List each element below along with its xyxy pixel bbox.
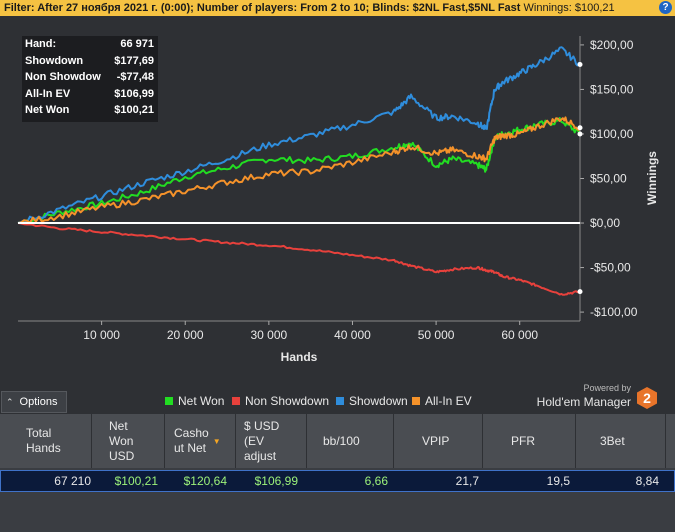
header-line: 3Bet (600, 433, 625, 448)
stat-value: $106,99 (114, 87, 154, 100)
header-line: Net (109, 418, 128, 433)
legend-swatch (412, 397, 420, 405)
header-line: USD (109, 448, 135, 463)
y-tick-label: -$50,00 (590, 261, 631, 275)
legend-item-allin-ev[interactable]: All-In EV (412, 394, 472, 408)
stat-label: Non Showdown (25, 71, 101, 83)
table-empty-area (0, 492, 675, 532)
header-line: Total (26, 426, 52, 440)
options-button[interactable]: ⌃ Options (1, 391, 67, 413)
sort-desc-icon: ▼ (212, 436, 221, 446)
col-header-total-hands[interactable]: Total Hands (0, 414, 92, 468)
stat-value: 66 971 (120, 38, 154, 50)
x-tick-label: 40 000 (334, 328, 371, 342)
legend-item-net-won[interactable]: Net Won (165, 394, 224, 408)
filter-prefix: Filter: (4, 2, 38, 14)
table-row[interactable]: 67 210 $100,21 $120,64 $106,99 6,66 21,7… (0, 470, 675, 492)
stats-panel: Hand: 66 971 Showdown $177,69 Non Showdown… (22, 36, 158, 122)
cell-3bet: 8,84 (635, 474, 659, 488)
series-endpoint (577, 289, 583, 295)
cell-pfr: 19,5 (546, 474, 570, 488)
y-axis-label: Winnings (645, 151, 659, 205)
col-header-bb100[interactable]: bb/100 (307, 414, 394, 468)
stat-row-hands: Hand: 66 971 (22, 36, 158, 53)
series-line-showdown (17, 46, 581, 224)
x-axis-label: Hands (281, 350, 318, 364)
cell-net-won: $100,21 (114, 474, 158, 488)
header-line: $ USD (244, 418, 280, 433)
filter-text: After 27 ноября 2021 г. (0:00); Number o… (37, 2, 521, 14)
cell-bb100: 6,66 (364, 474, 388, 488)
header-line: (EV (244, 433, 265, 448)
x-tick-label: 20 000 (167, 328, 204, 342)
cell-vpip: 21,7 (455, 474, 479, 488)
stat-label: Showdown (25, 54, 84, 67)
header-line: Hands (26, 441, 61, 455)
series-line-all-in-ev (17, 116, 581, 224)
y-tick-label: $100,00 (590, 127, 634, 141)
chart-legend: Net Won Non Showdown Showdown All-In EV (0, 390, 675, 414)
stat-value: $100,21 (114, 104, 154, 116)
col-header-vpip[interactable]: VPIP (394, 414, 483, 468)
col-header-cashout-net[interactable]: Casho ut Net ▼ (165, 414, 236, 468)
x-tick-label: 60 000 (501, 328, 538, 342)
legend-label: Non Showdown (245, 394, 330, 408)
legend-label: Showdown (349, 394, 408, 408)
brand-name: Hold'em Manager (536, 395, 631, 409)
y-tick-label: $50,00 (590, 172, 627, 186)
chevron-up-icon: ⌃ (6, 397, 14, 407)
series-endpoint (577, 125, 583, 131)
legend-swatch (165, 397, 173, 405)
stat-row-net-won: Net Won $100,21 (22, 102, 158, 119)
header-line: adjust (244, 448, 277, 463)
y-tick-label: -$100,00 (590, 305, 638, 319)
stat-row-allin-ev: All-In EV $106,99 (22, 86, 158, 103)
header-line: Casho (174, 426, 209, 440)
col-header-3bet[interactable]: 3Bet (576, 414, 666, 468)
stat-value: -$77,48 (116, 71, 154, 83)
legend-label: Net Won (178, 394, 225, 408)
x-tick-label: 10 000 (83, 328, 120, 342)
legend-swatch (232, 397, 240, 405)
series-line-non-showdown (17, 222, 581, 296)
filter-winnings: Winnings: $100,21 (520, 2, 615, 14)
legend-item-non-showdown[interactable]: Non Showdown (232, 394, 329, 408)
header-line: VPIP (422, 433, 450, 448)
y-tick-label: $150,00 (590, 82, 634, 96)
question-icon[interactable]: ? (659, 1, 672, 14)
stat-row-non-showdown: Non Showdown -$77,48 (22, 69, 158, 86)
series-endpoint (577, 131, 583, 137)
stats-table: Total Hands Net Won USD Casho ut Net ▼ $ USD(… (0, 414, 675, 532)
options-label: Options (19, 396, 58, 408)
stat-value: $177,69 (114, 54, 154, 67)
powered-by-text: Powered by (583, 383, 631, 393)
legend-item-showdown[interactable]: Showdown (336, 394, 408, 408)
stat-label: Hand: (25, 38, 57, 50)
y-tick-label: $0,00 (590, 216, 620, 230)
col-header-net-won[interactable]: Net Won USD (92, 414, 165, 468)
legend-swatch (336, 397, 344, 405)
col-header-pfr[interactable]: PFR (483, 414, 576, 468)
x-tick-label: 30 000 (251, 328, 288, 342)
stat-label: All-In EV (25, 87, 71, 100)
table-header: Total Hands Net Won USD Casho ut Net ▼ $ USD(… (0, 414, 675, 468)
cell-total-hands: 67 210 (54, 474, 91, 488)
cell-cashout-net: $120,64 (183, 474, 227, 488)
header-line: bb/100 (323, 433, 360, 448)
cell-ev-adjusted: $106,99 (254, 474, 298, 488)
series-line-net-won (17, 117, 581, 224)
stat-label: Net Won (25, 104, 70, 116)
header-line: Won (109, 433, 134, 448)
col-header-ev-adjusted[interactable]: $ USD (EV adjust (236, 414, 307, 468)
hm2-logo-icon: 2 (637, 387, 657, 409)
legend-label: All-In EV (425, 394, 472, 408)
brand-logo: Powered by Hold'em Manager 2 (516, 383, 661, 411)
y-tick-label: $200,00 (590, 38, 634, 52)
x-tick-label: 50 000 (418, 328, 455, 342)
header-line: PFR (511, 433, 535, 448)
series-endpoint (577, 62, 583, 67)
stat-row-showdown: Showdown $177,69 (22, 53, 158, 70)
filter-bar[interactable]: Filter: After 27 ноября 2021 г. (0:00); … (0, 0, 675, 16)
header-line: ut Net (174, 441, 207, 455)
